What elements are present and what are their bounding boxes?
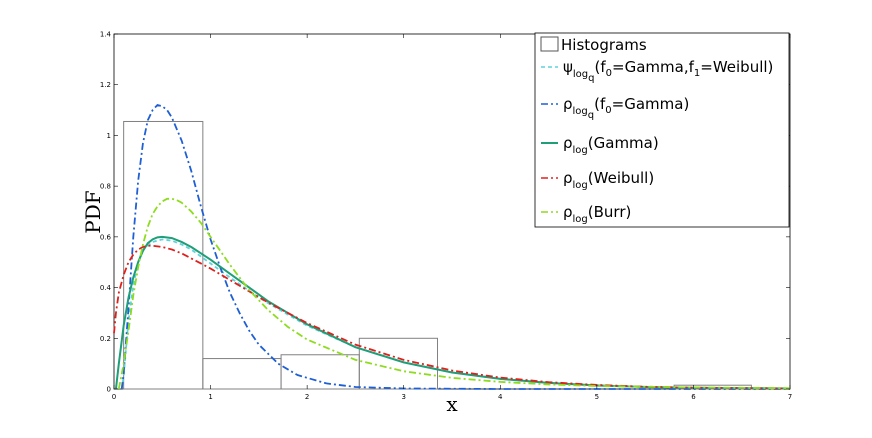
legend-histogram-swatch — [540, 36, 559, 52]
y-tick-label-1: 0.2 — [100, 335, 111, 343]
legend-label-0: ψlogq(f0=Gamma,f1=Weibull) — [563, 58, 773, 84]
series-line-1 — [120, 103, 790, 390]
series-line-3 — [113, 244, 791, 390]
y-tick-label-3: 0.6 — [100, 233, 112, 241]
x-tick-label-3: 3 — [401, 393, 405, 401]
histogram-bar-3 — [358, 337, 439, 390]
legend-histogram-label: Histograms — [561, 36, 647, 54]
legend-label-3: ρlog(Weibull) — [563, 169, 654, 191]
series-line-2 — [114, 235, 791, 390]
x-tick-label-6: 6 — [691, 393, 696, 401]
y-tick-label-0: 0 — [107, 386, 111, 394]
legend-label-4: ρlog(Burr) — [563, 203, 631, 225]
x-axis-label: x — [446, 392, 458, 416]
x-tick-label-2: 2 — [305, 393, 309, 401]
legend-label-2: ρlog(Gamma) — [563, 134, 659, 156]
x-tick-label-0: 0 — [112, 393, 116, 401]
ticks-layer: 0 1 2 3 4 5 6 7 0 0.2 0.4 0.6 0.8 1 1.2 1.4 — [100, 31, 792, 402]
x-tick-label-7: 7 — [788, 393, 792, 401]
y-tick-label-6: 1.2 — [100, 81, 111, 89]
series-line-4 — [117, 197, 791, 390]
y-axis-label: PDF — [81, 190, 105, 233]
legend-box — [534, 32, 790, 228]
y-tick-label-5: 1 — [107, 132, 111, 140]
legend-label-1: ρlogq(f0=Gamma) — [563, 95, 689, 121]
legend: Histograms ψlogq(f0=Gamma,f1=Weibull) ρlo… — [534, 32, 790, 228]
y-tick-label-2: 0.4 — [100, 284, 112, 292]
x-tick-label-4: 4 — [498, 393, 503, 401]
y-tick-label-4: 0.8 — [100, 183, 111, 191]
series-layer — [113, 103, 791, 390]
x-tick-label-1: 1 — [208, 393, 212, 401]
y-tick-label-7: 1.4 — [100, 31, 112, 39]
x-tick-label-5: 5 — [595, 393, 599, 401]
